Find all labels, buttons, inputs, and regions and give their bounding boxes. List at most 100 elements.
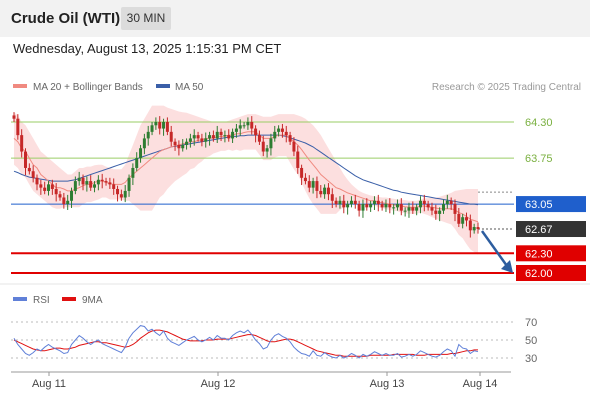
candle-body [204, 138, 208, 142]
candle-body [12, 115, 16, 119]
candle-body [415, 207, 419, 211]
candle-body [254, 128, 258, 136]
candle-body [445, 200, 449, 205]
ma50-legend-label: MA 50 [175, 82, 204, 93]
timeframe-badge[interactable]: 30 MIN [121, 7, 171, 30]
candle-body [411, 207, 415, 211]
candle-body [185, 141, 189, 145]
candle-body [388, 204, 392, 208]
candle-body [227, 135, 231, 139]
candle-body [269, 138, 273, 149]
candle-body [73, 181, 77, 191]
candle-body [177, 144, 181, 149]
candle-body [284, 131, 288, 136]
rsi-line [13, 325, 479, 359]
candle-body [376, 200, 380, 205]
candle-body [165, 122, 169, 132]
candle-body [342, 200, 346, 208]
copyright-credit: Research © 2025 Trading Central [432, 82, 581, 93]
candle-body [54, 188, 58, 195]
candle-body [196, 135, 200, 139]
candle-body [16, 118, 20, 136]
candle-body [58, 194, 62, 198]
candle-body [27, 167, 31, 172]
candle-body [66, 200, 70, 205]
candle-body [407, 207, 411, 211]
candle-body [70, 190, 74, 201]
current-price-tag [516, 221, 586, 238]
candle-body [353, 200, 357, 205]
candle-body [250, 122, 254, 129]
candle-body [242, 125, 246, 127]
candle-body [112, 184, 116, 189]
candle-body [43, 187, 47, 191]
candle-body [292, 141, 296, 152]
price-levels [11, 121, 514, 274]
candle-body [476, 227, 480, 230]
candle-body [403, 210, 407, 212]
candle-body [384, 204, 388, 208]
candle-body [464, 217, 468, 221]
candle-body [315, 181, 319, 191]
candle-body [326, 187, 330, 195]
candle-body [323, 187, 327, 195]
candle-body [188, 138, 192, 142]
candle-body [219, 131, 223, 136]
candle-body [231, 131, 235, 139]
candle-body [192, 135, 196, 139]
candle-body [261, 141, 265, 152]
resistance-label-64.30: 64.30 [525, 117, 553, 129]
rsi-tick-50: 50 [525, 335, 537, 347]
candle-body [380, 204, 384, 208]
candle-body [472, 227, 476, 231]
candle-body [307, 181, 311, 188]
rsi-ma-legend-label: 9MA [82, 295, 103, 306]
candlesticks [12, 112, 480, 238]
forecast-arrow [480, 230, 513, 273]
candle-body [438, 210, 442, 214]
candle-body [461, 217, 465, 224]
rsi-legend-label: RSI [33, 295, 50, 306]
candle-body [119, 194, 123, 198]
candle-body [338, 200, 342, 205]
candle-body [146, 131, 150, 139]
candle-body [123, 190, 127, 198]
support-tag-62.30 [516, 245, 586, 262]
chart-header: Crude Oil (WTI) 30 MIN [0, 0, 590, 37]
candle-body [108, 182, 112, 185]
candle-body [265, 148, 269, 152]
candle-body [131, 167, 135, 178]
forecast-arrow-shaft [480, 230, 509, 267]
candle-body [277, 128, 281, 132]
ma50-line [13, 134, 479, 206]
x-axis: Aug 11 Aug 12 Aug 13 Aug 14 [32, 372, 497, 390]
candle-body [77, 177, 81, 182]
forecast-arrow-head [501, 260, 513, 273]
rsi-ma-line [13, 329, 478, 357]
candle-body [430, 207, 434, 211]
candle-body [100, 179, 104, 182]
candle-body [311, 181, 315, 188]
candle-body [85, 181, 89, 185]
candle-body [357, 204, 361, 211]
candle-body [181, 144, 185, 149]
candle-body [96, 179, 100, 185]
candle-body [395, 204, 399, 208]
candle-body [426, 204, 430, 208]
ma20-legend-swatch [13, 84, 27, 88]
candle-body [361, 204, 365, 211]
ma50-legend-swatch [156, 84, 170, 88]
candle-body [116, 188, 120, 195]
candle-body [349, 200, 353, 205]
support-label-62.00: 62.00 [525, 268, 553, 280]
candle-body [142, 138, 146, 149]
x-tick-label: Aug 13 [370, 378, 405, 390]
candle-body [35, 177, 39, 185]
candle-body [211, 135, 215, 139]
candle-body [62, 197, 66, 205]
candle-body [365, 204, 369, 208]
candle-body [50, 184, 54, 189]
candle-body [154, 122, 158, 126]
candle-body [215, 131, 219, 139]
price-tags: 64.30 63.75 63.05 62.67 62.30 62.00 [516, 117, 586, 281]
